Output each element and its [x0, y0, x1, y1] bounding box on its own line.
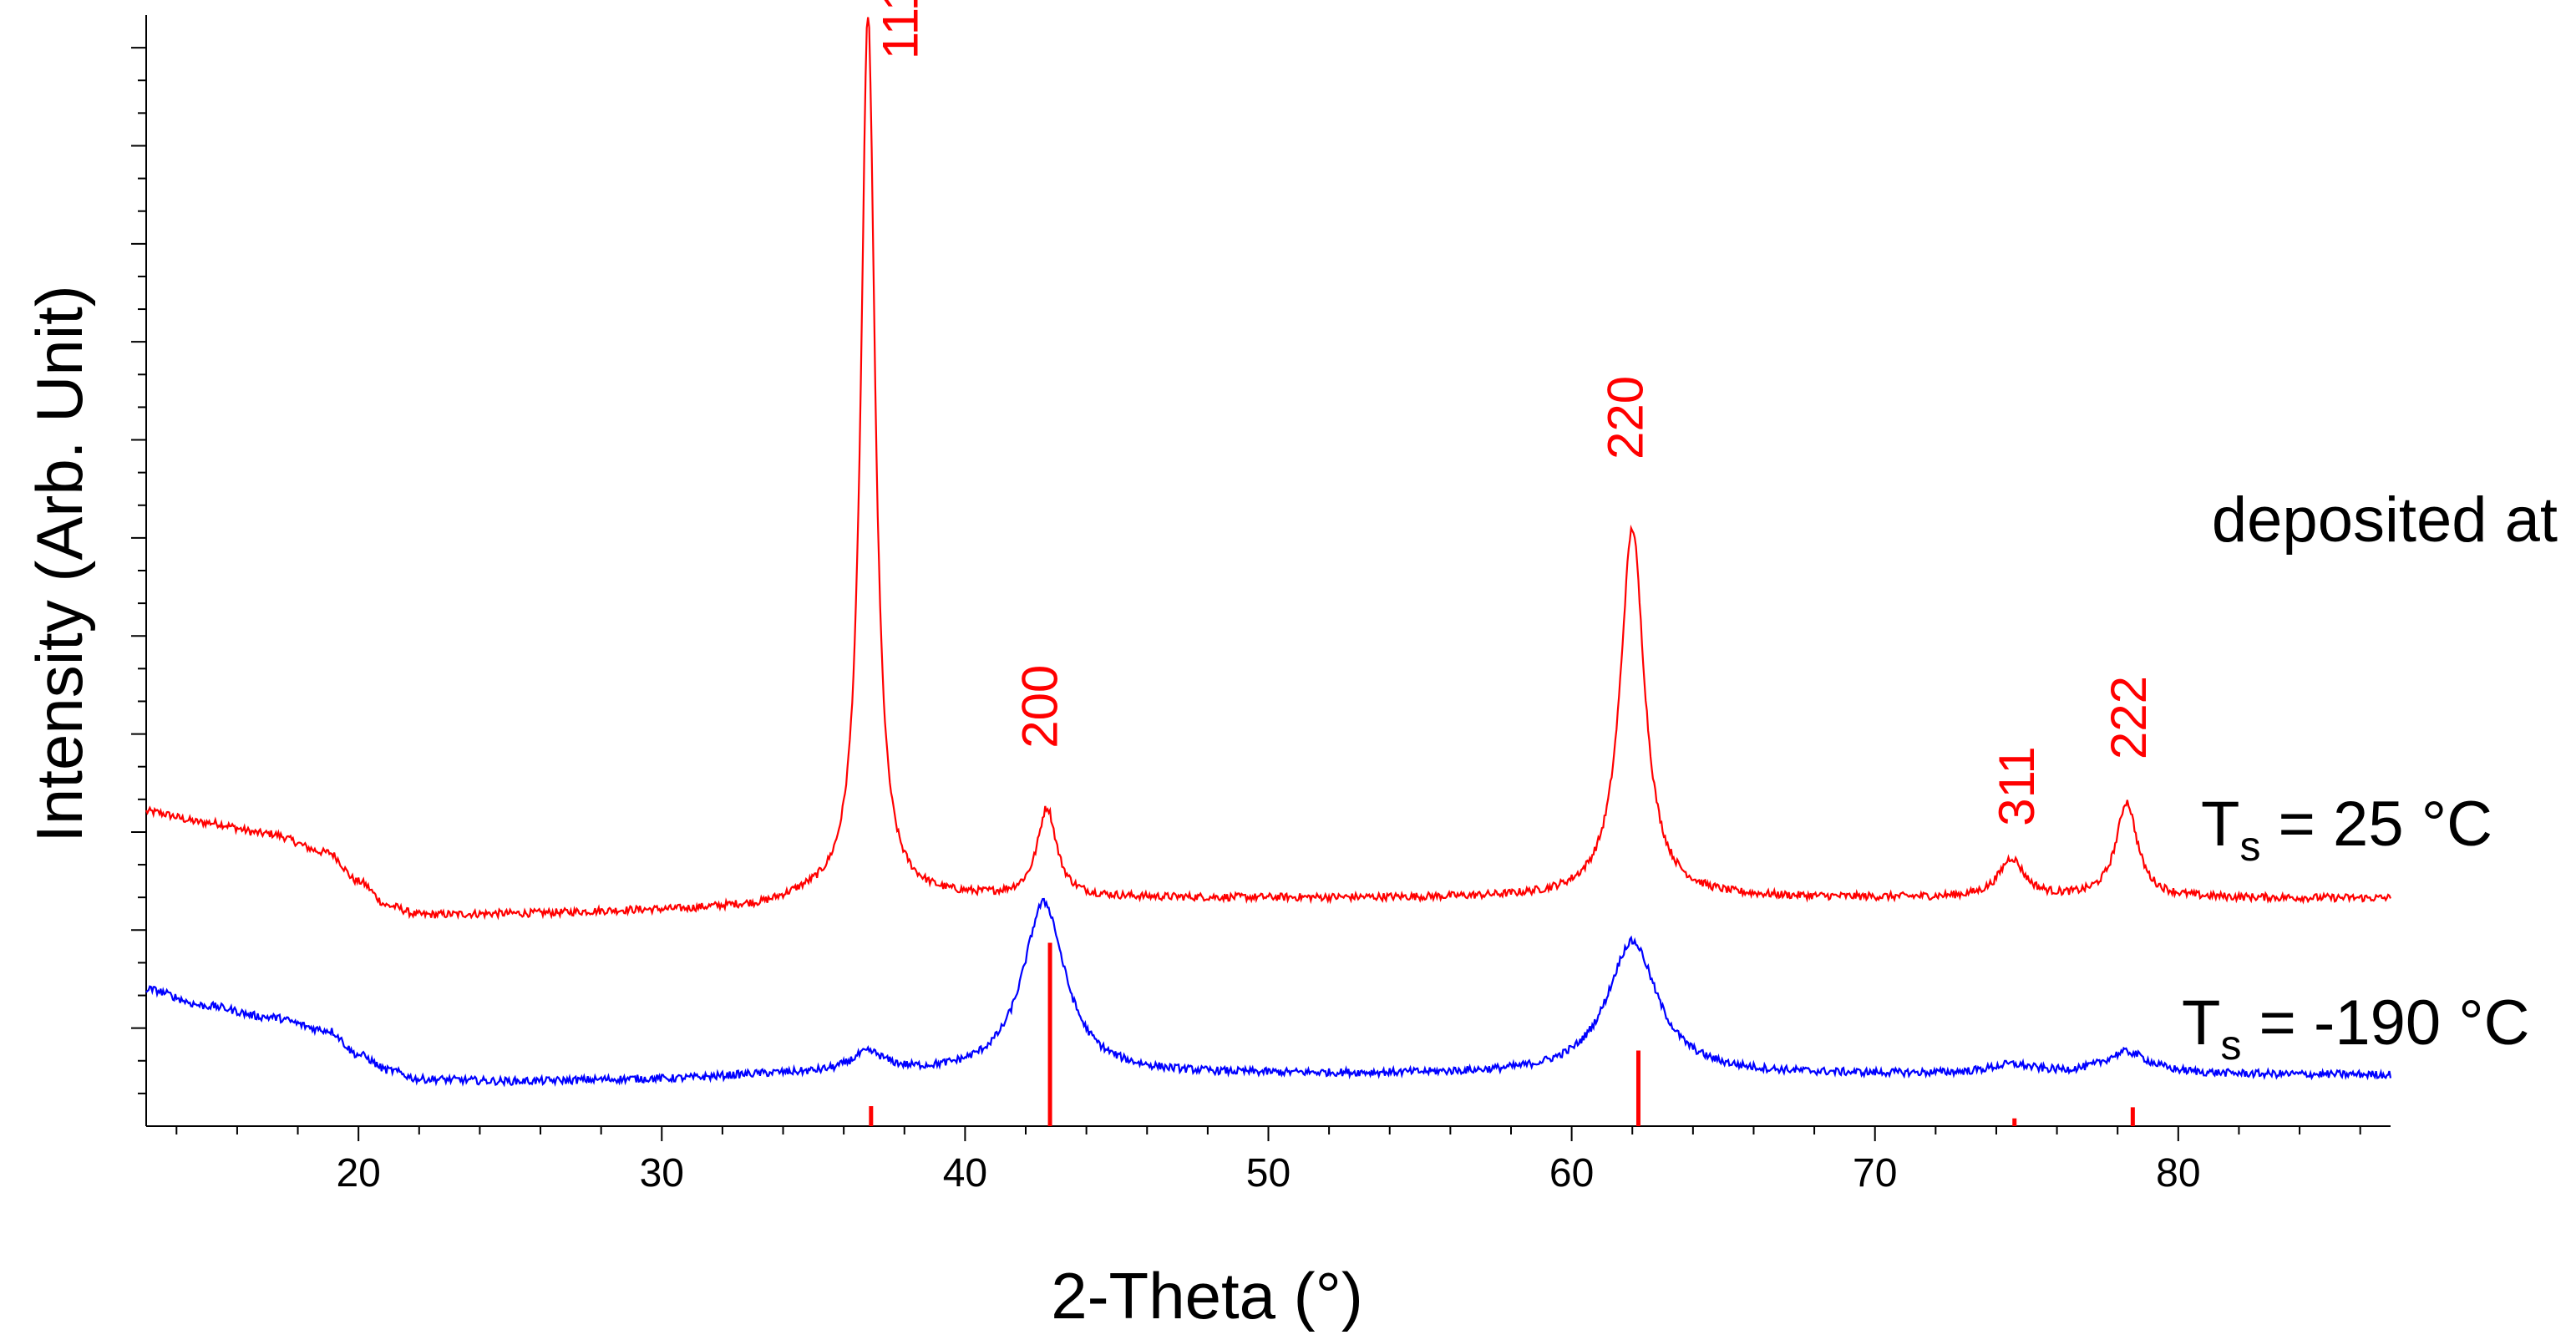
x-tick-label: 40	[943, 1151, 987, 1195]
x-tick-label: 30	[640, 1151, 684, 1195]
legend-title: deposited at	[2212, 485, 2558, 556]
peak-label: 111	[873, 0, 929, 59]
peak-label: 200	[1012, 665, 1068, 749]
x-tick-label: 80	[2156, 1151, 2200, 1195]
reference-lines	[869, 942, 2135, 1126]
y-axis-ticks	[131, 47, 146, 1094]
axes	[145, 15, 2391, 1127]
x-tick-label: 20	[336, 1151, 380, 1195]
series-label-minus190: Ts = -190 °C	[2182, 987, 2530, 1069]
peak-label: 311	[1989, 746, 2045, 826]
peak-label: 220	[1597, 376, 1653, 459]
series-line-25C	[145, 17, 2392, 921]
series-group	[145, 17, 2392, 1088]
peak-label: 222	[2101, 676, 2157, 759]
x-tick-label: 60	[1549, 1151, 1594, 1195]
x-axis-ticks: 20 30 40 50 60 70 80	[175, 1126, 2361, 1195]
x-axis-label: 2-Theta (°)	[1051, 1259, 1363, 1332]
x-tick-label: 70	[1853, 1151, 1897, 1195]
x-tick-label: 50	[1246, 1151, 1291, 1195]
peak-labels: 111 200 220 311 222	[873, 0, 2158, 826]
y-axis-label: Intensity (Arb. Unit)	[23, 285, 96, 843]
series-line-minus190C	[145, 897, 2392, 1088]
series-label-25: Ts = 25 °C	[2201, 789, 2492, 870]
